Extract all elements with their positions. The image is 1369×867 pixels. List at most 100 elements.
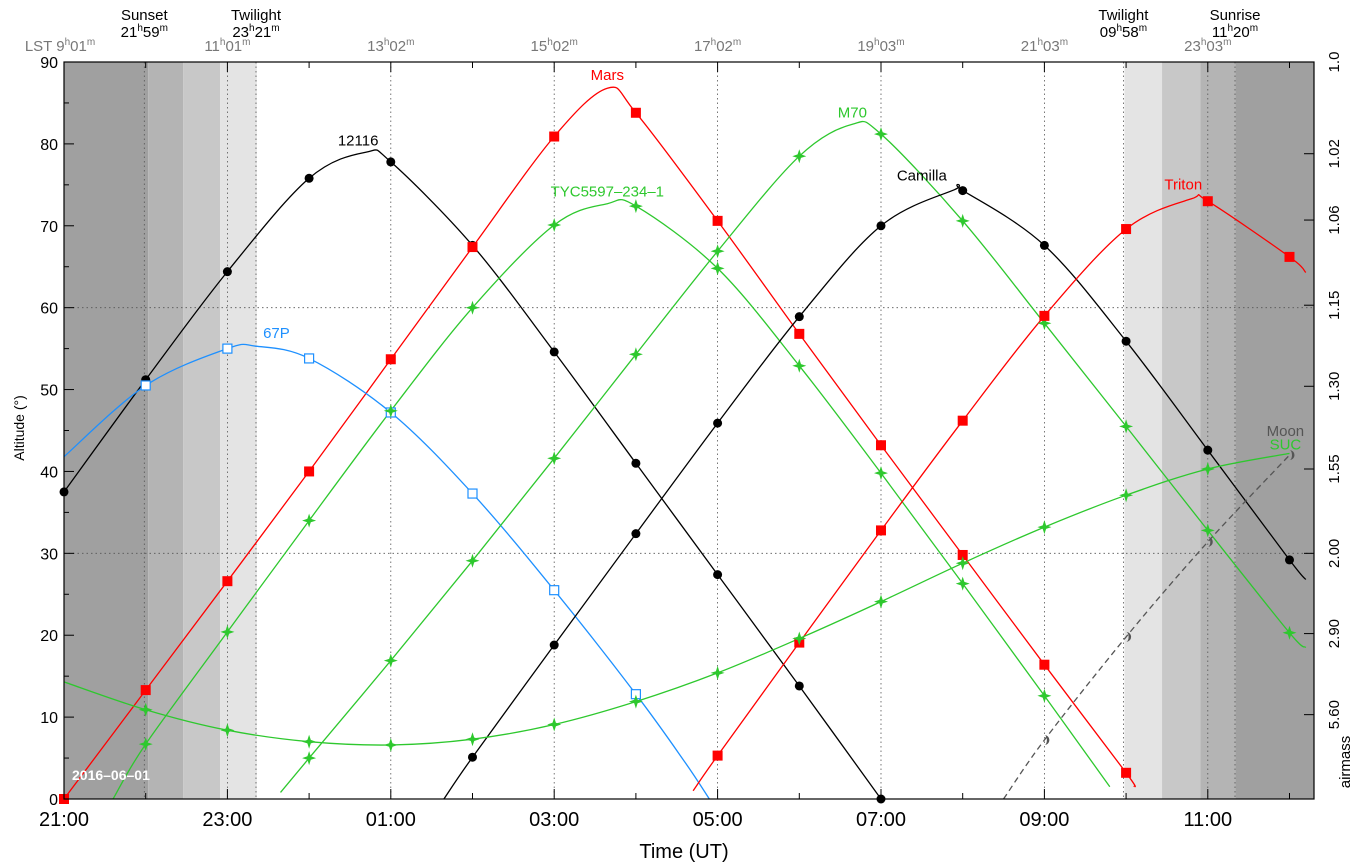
shade-band-5 bbox=[1162, 62, 1201, 799]
y-axis-title: Altitude (°) bbox=[11, 395, 27, 461]
curve-12116 bbox=[64, 149, 882, 799]
marker-m70 bbox=[465, 553, 480, 568]
series-markers bbox=[59, 107, 1297, 804]
lst-tick-label: 13h02m bbox=[367, 37, 414, 55]
marker-suc bbox=[302, 734, 317, 749]
curve-moon bbox=[1002, 454, 1290, 799]
marker-tyc5597-234-1 bbox=[792, 358, 807, 373]
marker-mars bbox=[549, 131, 560, 142]
airmass-tick-label: 2.00 bbox=[1326, 539, 1343, 568]
y-tick-label: 90 bbox=[40, 55, 58, 72]
x-axis-title: Time (UT) bbox=[639, 841, 728, 863]
x-tick-label: 07:00 bbox=[856, 809, 906, 831]
y-tick-label: 40 bbox=[40, 464, 58, 481]
marker-tyc5597-234-1 bbox=[138, 737, 153, 752]
airmass-tick-label: 1.02 bbox=[1326, 139, 1343, 168]
marker-tyc5597-234-1 bbox=[628, 199, 643, 214]
marker-mars bbox=[794, 328, 805, 339]
marker-12116 bbox=[549, 347, 559, 357]
label-camilla: Camilla bbox=[897, 168, 948, 185]
marker-triton bbox=[1284, 251, 1295, 262]
shade-band-3 bbox=[220, 62, 257, 799]
marker-m70 bbox=[874, 127, 888, 142]
marker-m70 bbox=[1200, 523, 1215, 538]
marker-suc bbox=[792, 631, 807, 646]
marker-67p bbox=[140, 380, 151, 391]
marker-m70 bbox=[1037, 316, 1052, 331]
marker-suc bbox=[874, 594, 888, 609]
marker-moon bbox=[1044, 735, 1050, 746]
marker-camilla bbox=[713, 418, 723, 428]
marker-mars bbox=[712, 215, 723, 226]
series-labels: 12116 Mars 67P TYC5597–234–1 M70 Camilla Trito… bbox=[263, 67, 1304, 453]
marker-m70 bbox=[383, 653, 398, 668]
marker-camilla bbox=[1284, 555, 1294, 565]
marker-moon bbox=[1126, 631, 1132, 642]
lst-tick-label: 15h02m bbox=[531, 37, 578, 55]
marker-tyc5597-234-1 bbox=[465, 300, 480, 315]
lst-tick-label: LST 9h01m bbox=[25, 37, 95, 55]
marker-m70 bbox=[547, 451, 562, 466]
marker-tyc5597-234-1 bbox=[1037, 688, 1052, 703]
marker-67p bbox=[222, 343, 233, 354]
marker-suc bbox=[465, 732, 480, 747]
airmass-tick-label: 1.15 bbox=[1326, 291, 1343, 320]
marker-mars bbox=[875, 440, 886, 451]
marker-camilla bbox=[549, 640, 559, 650]
marker-m70 bbox=[302, 751, 317, 766]
label-67p: 67P bbox=[263, 325, 290, 342]
twilight-marker-name: Sunset bbox=[121, 7, 169, 24]
x-tick-label: 09:00 bbox=[1019, 809, 1069, 831]
lst-tick-label: 23h03m bbox=[1184, 37, 1231, 55]
marker-suc bbox=[710, 665, 725, 680]
airmass-axis-title: airmass bbox=[1337, 736, 1354, 789]
label-mars: Mars bbox=[591, 67, 624, 84]
marker-tyc5597-234-1 bbox=[383, 403, 398, 418]
x-tick-label: 05:00 bbox=[693, 809, 743, 831]
marker-camilla bbox=[794, 312, 804, 322]
marker-12116 bbox=[794, 681, 804, 691]
marker-m70 bbox=[710, 244, 725, 259]
marker-m70 bbox=[955, 213, 970, 228]
lst-tick-label: 17h02m bbox=[694, 37, 741, 55]
marker-camilla bbox=[1121, 336, 1131, 346]
marker-tyc5597-234-1 bbox=[955, 576, 970, 591]
airmass-tick-label: 1.0 bbox=[1326, 52, 1343, 73]
marker-camilla bbox=[958, 186, 968, 196]
marker-tyc5597-234-1 bbox=[547, 218, 562, 232]
marker-tyc5597-234-1 bbox=[874, 466, 888, 481]
marker-moon bbox=[1289, 450, 1295, 461]
marker-mars bbox=[1039, 659, 1050, 670]
y-tick-label: 50 bbox=[40, 383, 58, 400]
label-tyc5597-234-1: TYC5597–234–1 bbox=[551, 183, 664, 200]
marker-m70 bbox=[628, 347, 643, 362]
marker-67p bbox=[303, 353, 315, 364]
curve-67p bbox=[64, 343, 710, 799]
twilight-marker-name: Twilight bbox=[231, 7, 282, 24]
twilight-marker-time: 23h21m bbox=[232, 23, 279, 41]
marker-suc bbox=[547, 717, 562, 732]
marker-camilla bbox=[1039, 240, 1049, 250]
date-label: 2016–06–01 bbox=[72, 767, 150, 783]
marker-mars bbox=[222, 576, 233, 587]
axes: 21:00 23:00 01:00 03:00 05:00 07:00 09:00 11:00… bbox=[25, 7, 1343, 831]
curve-suc bbox=[64, 452, 1290, 746]
shade-band-7 bbox=[1235, 62, 1314, 799]
marker-mars bbox=[140, 685, 151, 696]
shade-band-0 bbox=[64, 62, 149, 799]
lst-tick-label: 19h03m bbox=[857, 37, 904, 55]
marker-camilla bbox=[631, 529, 641, 539]
y-tick-label: 20 bbox=[40, 628, 58, 645]
twilight-marker-time: 21h59m bbox=[121, 23, 168, 41]
shade-band-6 bbox=[1200, 62, 1236, 799]
marker-triton bbox=[1121, 224, 1132, 235]
marker-m70 bbox=[1282, 625, 1297, 640]
airmass-tick-label: 2.90 bbox=[1326, 619, 1343, 648]
marker-mars bbox=[304, 466, 315, 477]
marker-suc bbox=[628, 694, 643, 709]
shade-band-2 bbox=[183, 62, 221, 799]
marker-camilla bbox=[876, 221, 886, 231]
y-tick-label: 70 bbox=[40, 219, 58, 236]
twilight-marker-time: 09h58m bbox=[1100, 23, 1147, 41]
twilight-marker-name: Sunrise bbox=[1210, 7, 1261, 24]
